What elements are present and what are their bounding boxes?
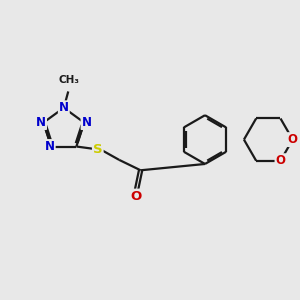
Text: N: N: [36, 116, 46, 129]
Text: N: N: [45, 140, 55, 153]
Text: S: S: [93, 143, 103, 156]
Text: O: O: [275, 154, 286, 167]
Text: O: O: [130, 190, 142, 202]
Text: O: O: [288, 133, 298, 146]
Text: N: N: [59, 101, 69, 114]
Text: N: N: [82, 116, 92, 129]
Text: CH₃: CH₃: [58, 75, 80, 85]
